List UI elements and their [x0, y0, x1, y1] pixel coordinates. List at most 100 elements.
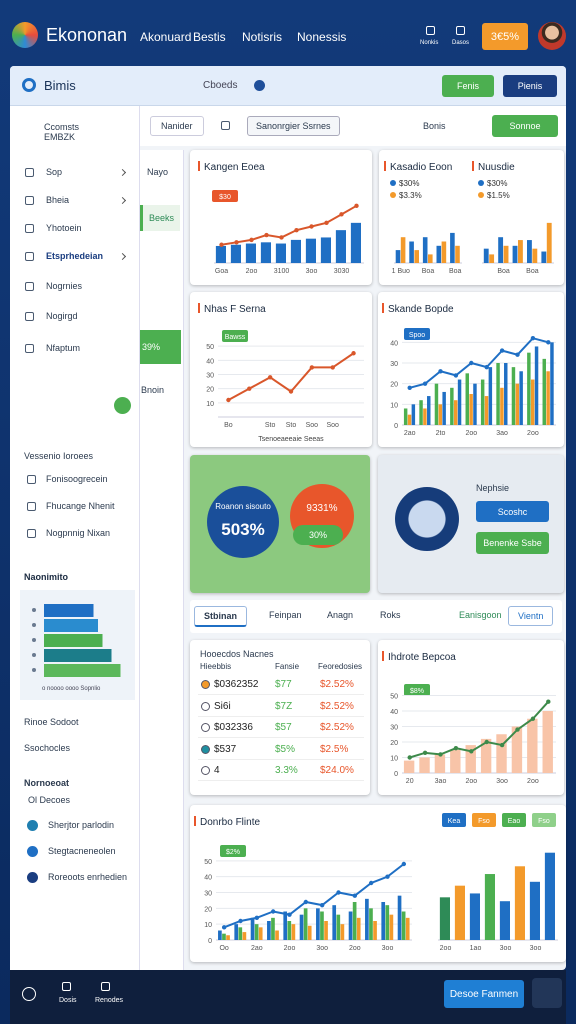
sidebar-item[interactable]: Fhucange Nhenit: [46, 501, 115, 511]
row-rule: [198, 758, 364, 760]
bar: [350, 222, 361, 263]
tab[interactable]: Feinpan: [269, 610, 302, 620]
bar: [450, 749, 461, 773]
legend-button[interactable]: [442, 813, 466, 827]
button[interactable]: Pienis: [503, 75, 557, 97]
sidebar-icon[interactable]: [25, 312, 34, 321]
x-tick-label: Oo: [219, 945, 228, 952]
sidebar-item[interactable]: Stegtacneneolen: [48, 846, 116, 856]
toggle[interactable]: [254, 80, 265, 91]
button[interactable]: Benenke Ssbe: [476, 532, 549, 554]
toolbar-item[interactable]: Sanonrgier Ssrnes: [247, 116, 340, 136]
toolbar-link[interactable]: Bonis: [423, 121, 446, 131]
sidebar-item[interactable]: Nogirgd: [46, 311, 78, 321]
button[interactable]: Sonnoe: [492, 115, 558, 137]
legend-button[interactable]: [532, 813, 556, 827]
nav-link[interactable]: Bestis: [193, 30, 226, 44]
bar: [403, 408, 408, 425]
sidebar-item[interactable]: Nogpnnig Nixan: [46, 528, 111, 538]
icon[interactable]: [456, 26, 465, 35]
bar: [527, 240, 532, 263]
sidebar-item[interactable]: Nfaptum: [46, 343, 81, 353]
icon[interactable]: [426, 26, 435, 35]
menu-button[interactable]: [532, 978, 562, 1008]
table-cell: $2.52%: [320, 722, 354, 733]
rail-item[interactable]: Beeks: [140, 205, 180, 231]
sidebar-item[interactable]: Fonisoogrecein: [46, 474, 108, 484]
tab[interactable]: Eanisgoon: [459, 610, 502, 620]
search[interactable]: Cboeds: [203, 80, 238, 91]
table-cell: $7Z: [275, 700, 293, 712]
sidebar-top: Ccomsts EMBZK: [44, 122, 80, 142]
bar: [395, 250, 401, 263]
sidebar-icon[interactable]: [27, 475, 36, 484]
rail-tab[interactable]: 39%: [140, 330, 181, 364]
sidebar-icon[interactable]: [25, 252, 34, 261]
rail-item[interactable]: Bnoin: [141, 385, 165, 395]
legend-button[interactable]: [472, 813, 496, 827]
bottom-label[interactable]: Dosis: [59, 997, 77, 1004]
icon-label[interactable]: Nonkis: [420, 40, 439, 46]
sidebar-item[interactable]: Bheia: [46, 195, 70, 205]
icon[interactable]: [62, 982, 71, 991]
nav-link[interactable]: Notisris: [242, 30, 283, 44]
sidebar-icon[interactable]: [27, 502, 36, 511]
bar: [480, 738, 492, 773]
badge: [404, 328, 430, 340]
rail-item[interactable]: Nayo: [147, 167, 169, 177]
tab[interactable]: Stbinan: [194, 606, 247, 627]
sidebar-item[interactable]: Sherjtor parlodin: [48, 820, 115, 830]
bar: [299, 914, 304, 940]
chart-title: Nhas F Serna: [204, 304, 266, 315]
bar: [480, 379, 485, 425]
primary-button[interactable]: Desoe Fanmen: [444, 980, 524, 1008]
bar: [291, 924, 296, 940]
line-point: [330, 365, 335, 370]
legend-button[interactable]: [502, 813, 526, 827]
nav-link[interactable]: Akonuard: [140, 30, 192, 44]
stat-value: 503%: [221, 520, 265, 539]
bottom-label[interactable]: Renodes: [95, 997, 124, 1004]
rail: [140, 150, 184, 970]
sidebar-dot[interactable]: [27, 872, 38, 883]
sidebar-icon[interactable]: [25, 344, 34, 353]
sidebar-icon[interactable]: [25, 168, 34, 177]
tab[interactable]: Vientn: [508, 606, 554, 626]
x-tick-label: Sto: [265, 422, 276, 429]
badge-button[interactable]: 3€5%: [482, 23, 528, 50]
icon[interactable]: [22, 987, 36, 1001]
bar: [365, 898, 369, 940]
avatar[interactable]: [538, 22, 566, 50]
button[interactable]: Fenis: [442, 75, 494, 97]
tab[interactable]: Roks: [380, 610, 401, 620]
sidebar-dot[interactable]: [27, 820, 38, 831]
tab[interactable]: Anagn: [327, 610, 354, 620]
sidebar-icon[interactable]: [27, 529, 36, 538]
line-point: [385, 874, 390, 879]
sidebar-dot[interactable]: [27, 846, 38, 857]
chart-caption: o noooo oooo Sopnlio: [42, 686, 101, 692]
icon[interactable]: [221, 121, 230, 130]
sidebar-item[interactable]: Etsprhedeian: [46, 251, 104, 261]
sidebar-item[interactable]: Roreoots enrhedien: [48, 872, 128, 882]
bar: [503, 245, 509, 263]
x-tick-label: Boa: [449, 268, 462, 275]
sidebar-item[interactable]: Nogrnies: [46, 281, 83, 291]
icon[interactable]: [101, 982, 110, 991]
sidebar-link[interactable]: Ssochocles: [24, 743, 71, 753]
legend-dot: [390, 180, 396, 186]
sidebar-icon[interactable]: [25, 282, 34, 291]
sidebar-item[interactable]: Sop: [46, 167, 63, 177]
button[interactable]: Scoshc: [476, 501, 549, 522]
sidebar-item[interactable]: Yhotoein: [46, 223, 82, 233]
y-tick-label: 30: [390, 725, 398, 732]
nav-link[interactable]: Nonessis: [297, 30, 347, 44]
icon-label[interactable]: Dasos: [452, 40, 470, 46]
toolbar-item[interactable]: Nanider: [150, 116, 204, 136]
sidebar-link[interactable]: Rinoe Sodoot: [24, 717, 79, 727]
bar: [271, 917, 275, 940]
sidebar-icon[interactable]: [25, 224, 34, 233]
table-card: [190, 640, 370, 795]
sidebar-icon[interactable]: [25, 196, 34, 205]
bar: [419, 757, 430, 773]
